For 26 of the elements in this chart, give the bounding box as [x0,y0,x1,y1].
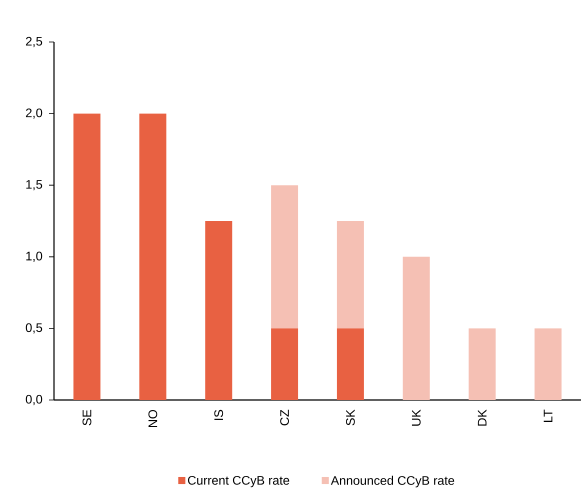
bar [271,185,298,329]
y-tick-label: 1,5 [26,180,42,190]
x-tick-label: IS [214,410,224,420]
y-tick-label: 2,0 [26,108,42,119]
bar [468,328,496,400]
bar [336,221,364,329]
legend-label: Announced CCyB rate [330,476,454,488]
bar [271,328,298,400]
bar [336,328,364,400]
bar [205,221,232,400]
bar [534,328,562,400]
x-tick-label: UK [412,410,421,426]
bar [73,114,100,400]
x-tick-label: DK [478,410,486,426]
bar [139,114,166,400]
y-tick-label: 2,5 [26,37,42,48]
y-tick-label: 1,0 [26,252,42,262]
x-tick-label: CZ [280,410,289,426]
y-tick-label: 0,5 [26,323,42,334]
bar [402,256,430,400]
x-tick-label: SE [82,410,92,426]
x-tick-label: NO [148,410,158,428]
x-tick-label: LT [544,410,552,422]
y-tick-label: 0,0 [26,395,42,406]
legend-label: Current CCyB rate [188,476,290,488]
x-tick-label: SK [346,410,355,426]
